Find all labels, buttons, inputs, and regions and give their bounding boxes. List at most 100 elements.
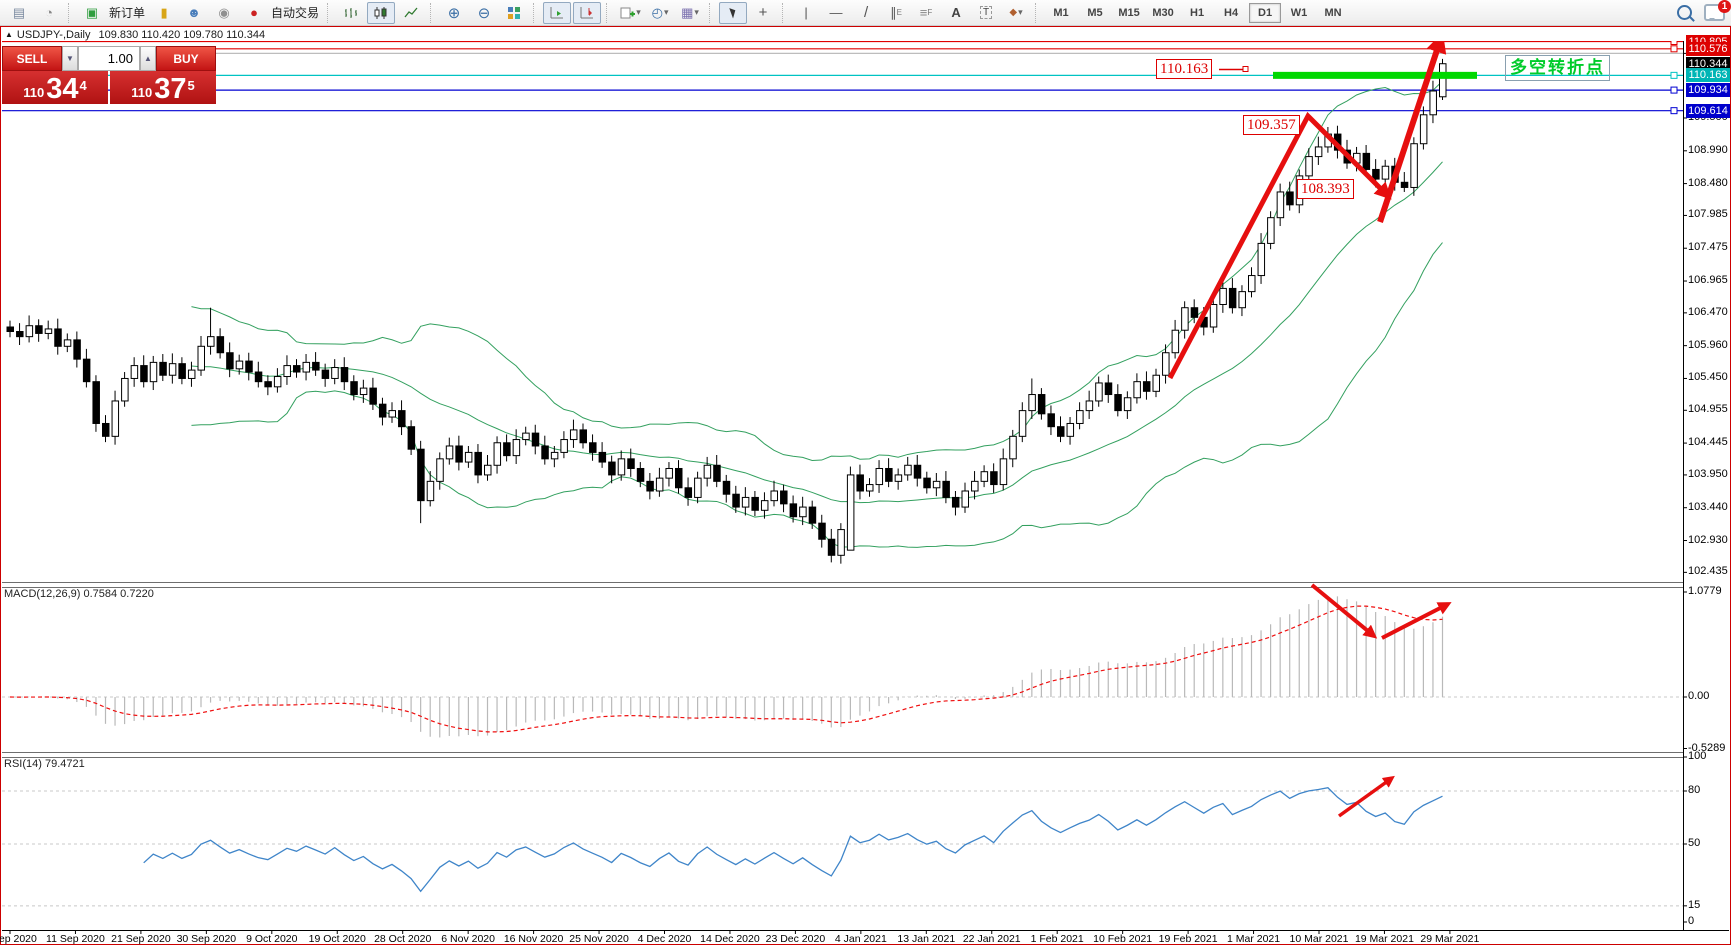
vertical-line-tool-icon[interactable]: |	[804, 5, 808, 20]
date-axis-label: 19 Feb 2021	[1158, 933, 1218, 945]
timeframe-m1[interactable]: M1	[1053, 6, 1069, 19]
price-axis-label: 105.960	[1688, 338, 1728, 351]
toolbar-separator	[68, 2, 73, 23]
rsi-pane-separator[interactable]	[2, 752, 1683, 758]
macd-indicator-label: MACD(12,26,9) 0.7584 0.7220	[4, 588, 154, 600]
fibonacci-tool-icon[interactable]: ≡ F	[919, 5, 933, 20]
timeframe-h1[interactable]: H1	[1190, 6, 1205, 19]
date-axis-label: 30 Sep 2020	[176, 933, 237, 945]
toolbar-separator	[782, 2, 787, 23]
autotrading-icon[interactable]: ●	[250, 5, 258, 20]
trendline-tool-icon[interactable]: /	[863, 4, 869, 21]
price-axis-label: 104.955	[1688, 403, 1728, 416]
date-axis-label: 29 Mar 2021	[1420, 933, 1480, 945]
date-axis-label: 9 Oct 2020	[246, 933, 298, 945]
timeframe-m5[interactable]: M5	[1087, 6, 1103, 19]
turning-point-annotation[interactable]: 多空转折点	[1505, 55, 1610, 81]
tile-windows-icon[interactable]	[500, 2, 528, 24]
zoom-in-icon[interactable]: ⊕	[447, 4, 461, 22]
time-axis-line[interactable]	[2, 930, 1729, 931]
price-axis-label: 104.445	[1688, 436, 1728, 449]
chart-title-bar[interactable]: ▲ USDJPY-,Daily 109.830 110.420 109.780 …	[2, 28, 1683, 41]
strategy-tester-icon[interactable]: ◔	[45, 5, 53, 20]
timeframe-m30[interactable]: M30	[1152, 6, 1174, 19]
price-axis-label: 106.470	[1688, 305, 1728, 318]
sell-button[interactable]: SELL	[2, 46, 62, 71]
date-axis-label: 2 Sep 2020	[0, 933, 37, 945]
timeframe-m15[interactable]: M15	[1118, 6, 1140, 19]
shapes-tool-icon[interactable]: ◆ ▾	[1009, 7, 1023, 18]
zoom-out-icon[interactable]: ⊖	[477, 4, 491, 22]
buy-price-display[interactable]: 110 37 5	[110, 71, 216, 104]
chat-icon[interactable]: 1	[1704, 0, 1731, 21]
line-chart-icon[interactable]	[397, 2, 425, 24]
template-icon[interactable]: ▦ ▾	[681, 4, 699, 20]
chart-shift-icon[interactable]	[573, 1, 602, 24]
price-annotation-108393[interactable]: 108.393	[1297, 179, 1354, 199]
price-axis-label: 103.440	[1688, 500, 1728, 513]
bar-chart-icon[interactable]	[337, 2, 365, 24]
sell-price-display[interactable]: 110 34 4	[2, 71, 108, 104]
autotrading-label[interactable]: 自动交易	[271, 6, 320, 20]
channel-tool-icon[interactable]: ∥ E	[890, 4, 902, 20]
timeframe-w1[interactable]: W1	[1290, 6, 1308, 19]
date-axis-label: 22 Jan 2021	[962, 933, 1021, 945]
macd-axis-label: 0.00	[1688, 690, 1710, 702]
date-axis-label: 10 Feb 2021	[1093, 933, 1153, 945]
new-chart-icon[interactable]: ▾	[616, 2, 644, 24]
macd-pane-separator[interactable]	[2, 582, 1683, 588]
horizontal-line-tool-icon[interactable]: —	[829, 5, 843, 20]
timeframe-mn[interactable]: MN	[1324, 6, 1342, 19]
timeframe-d1[interactable]: D1	[1249, 2, 1282, 23]
history-center-icon[interactable]: ▮	[160, 4, 168, 20]
price-axis-label: 105.450	[1688, 371, 1728, 384]
buy-button[interactable]: BUY	[156, 46, 216, 71]
price-line-label: 110.163	[1686, 68, 1730, 83]
date-axis-label: 14 Dec 2020	[700, 933, 760, 945]
date-axis-label: 1 Mar 2021	[1226, 933, 1281, 945]
date-axis-label: 10 Mar 2021	[1289, 933, 1349, 945]
news-icon[interactable]: ◉	[218, 4, 230, 20]
volume-decrease-stepper[interactable]: ▼	[62, 46, 78, 71]
new-order-label[interactable]: 新订单	[109, 6, 146, 20]
price-annotation-109357[interactable]: 109.357	[1243, 115, 1300, 135]
date-axis-label: 25 Nov 2020	[569, 933, 629, 945]
price-axis-label: 102.930	[1688, 533, 1728, 546]
price-line-label: 110.344	[1686, 56, 1730, 71]
chart-ohlc-values: 109.830 110.420 109.780 110.344	[98, 28, 266, 41]
charts-window-icon[interactable]: ▤	[12, 4, 26, 20]
macd-axis-label: 1.0779	[1688, 585, 1722, 597]
date-axis-label: 6 Nov 2020	[441, 933, 495, 945]
candlestick-chart-icon[interactable]	[367, 1, 396, 24]
price-axis-label: 103.950	[1688, 467, 1728, 480]
volume-increase-stepper[interactable]: ▲	[140, 46, 156, 71]
timeframe-h4[interactable]: H4	[1224, 6, 1239, 19]
price-axis-label: 102.435	[1688, 565, 1728, 578]
toolbar-separator	[327, 2, 332, 23]
toolbar-separator	[533, 2, 538, 23]
cursor-tool-icon[interactable]	[719, 1, 748, 24]
price-axis-line[interactable]	[1683, 41, 1684, 930]
volume-input[interactable]	[78, 46, 140, 71]
contacts-icon[interactable]: ☻	[187, 5, 201, 20]
auto-scroll-icon[interactable]	[543, 1, 572, 24]
text-label-tool-icon[interactable]: T	[972, 2, 1000, 24]
text-tool-icon[interactable]: A	[951, 5, 961, 20]
search-icon[interactable]	[1677, 5, 1692, 20]
date-axis-label: 19 Oct 2020	[308, 933, 366, 945]
price-line-label: 109.614	[1686, 103, 1730, 118]
rsi-axis-label: 100	[1688, 750, 1707, 762]
crosshair-tool-icon[interactable]: +	[758, 4, 768, 21]
toolbar-right-group: 1	[1677, 0, 1731, 21]
period-selector-icon[interactable]: ◴ ▾	[651, 4, 669, 20]
rsi-axis-label: 50	[1688, 837, 1701, 849]
price-line-label: 109.934	[1686, 83, 1730, 98]
chart-expand-icon: ▲	[5, 30, 13, 39]
price-annotation-110163[interactable]: 110.163	[1156, 59, 1213, 79]
new-order-icon[interactable]: ▣	[85, 4, 99, 20]
rsi-axis-label: 15	[1688, 898, 1701, 911]
notification-badge: 1	[1718, 0, 1731, 13]
date-axis-label: 28 Oct 2020	[374, 933, 432, 945]
